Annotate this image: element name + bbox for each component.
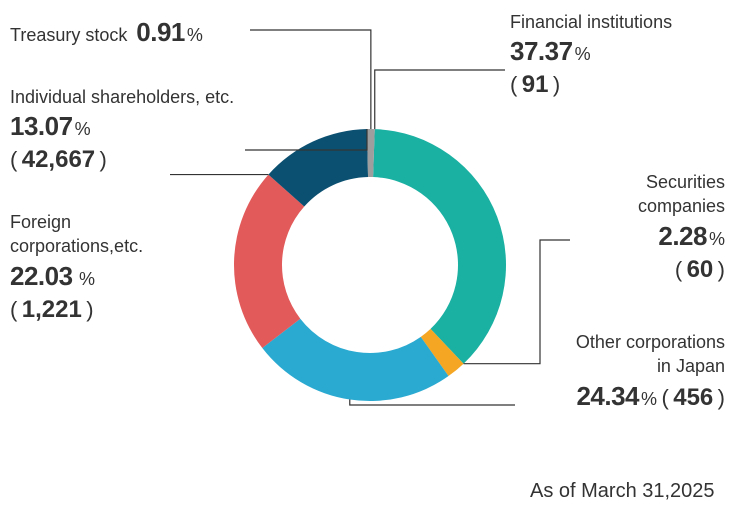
chart-footer: As of March 31,2025 [530,480,715,503]
slice-financial [373,129,506,364]
label-other-jp: Other corporations in Japan 24.34% ( 456… [500,330,725,414]
label-treasury-title: Treasury stock [10,25,127,45]
label-securities-title: Securities companies [575,170,725,219]
label-other-jp-title: Other corporations in Japan [500,330,725,379]
label-individual-title: Individual shareholders, etc. [10,85,234,109]
label-securities: Securities companies 2.28% ( 60 ) [575,170,725,286]
label-foreign: Foreign corporations,etc. 22.03 % ( 1,22… [10,210,143,326]
label-financial-pct: 37.37 [510,36,573,66]
label-individual-count: ( 42,667 ) [10,144,234,176]
slice-other_jp [262,319,448,401]
label-financial-count: ( 91 ) [510,69,672,101]
label-other-jp-pct: 24.34 [576,381,639,411]
label-foreign-count: ( 1,221 ) [10,294,143,326]
label-foreign-pct: 22.03 [10,261,73,291]
label-individual: Individual shareholders, etc. 13.07% ( 4… [10,85,234,177]
label-treasury: Treasury stock 0.91% [10,15,203,50]
label-foreign-title: Foreign corporations,etc. [10,210,143,259]
label-individual-pct: 13.07 [10,111,73,141]
label-other-jp-count: ( 456 ) [661,385,725,410]
label-treasury-pct: 0.91 [136,17,185,47]
label-financial: Financial institutions 37.37% ( 91 ) [510,10,672,102]
label-securities-count: ( 60 ) [575,254,725,286]
label-securities-pct: 2.28 [658,221,707,251]
slice-foreign [234,175,304,348]
label-financial-title: Financial institutions [510,10,672,34]
